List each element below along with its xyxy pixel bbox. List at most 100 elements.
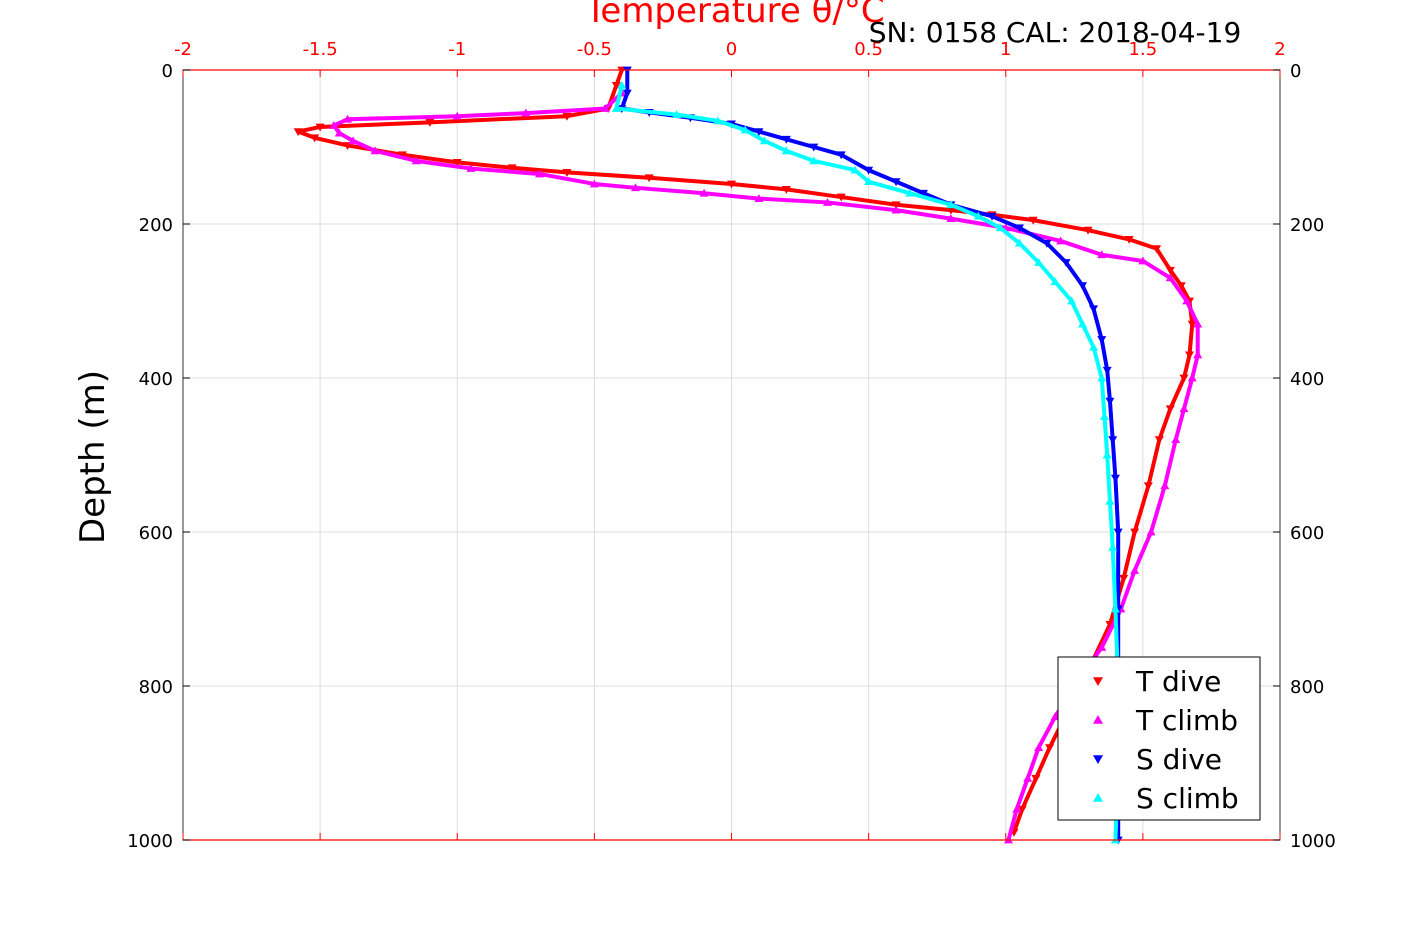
data-point xyxy=(822,197,832,206)
data-point xyxy=(562,112,572,121)
data-point xyxy=(1154,436,1164,445)
data-point xyxy=(1097,336,1107,344)
data-point xyxy=(1042,239,1052,248)
legend-entry: S dive xyxy=(1136,743,1222,776)
data-point xyxy=(1031,775,1041,783)
data-point xyxy=(521,108,531,117)
data-point xyxy=(1034,743,1044,751)
y-tick-label-right: 600 xyxy=(1290,523,1324,544)
data-point xyxy=(1078,319,1088,328)
data-point xyxy=(891,201,901,210)
data-point xyxy=(1089,342,1099,351)
data-point xyxy=(329,120,339,129)
data-point xyxy=(507,164,517,173)
chart-title: Temperature θ/°C xyxy=(584,0,884,31)
data-point xyxy=(1184,351,1194,360)
data-point xyxy=(1050,277,1060,286)
data-point xyxy=(754,128,764,137)
data-point xyxy=(425,118,435,127)
legend-box xyxy=(1057,656,1261,821)
data-point xyxy=(411,156,421,165)
data-point xyxy=(864,166,874,175)
data-point xyxy=(905,188,915,197)
series-trace xyxy=(619,68,1121,842)
data-point xyxy=(1179,404,1189,413)
data-point xyxy=(315,123,325,132)
data-point xyxy=(310,134,320,143)
data-point xyxy=(1165,405,1175,414)
series-layer xyxy=(293,66,1203,845)
data-point xyxy=(1160,481,1170,490)
data-point xyxy=(1105,496,1115,505)
data-point xyxy=(946,206,956,215)
y-tick-label-left: 0 xyxy=(162,61,173,82)
x-tick-label: -0.5 xyxy=(577,39,612,60)
data-point xyxy=(987,212,997,221)
x-tick-label: 2 xyxy=(1274,39,1285,60)
data-point xyxy=(1050,712,1060,721)
data-point xyxy=(600,104,610,112)
data-point xyxy=(946,200,956,209)
data-point xyxy=(918,189,928,198)
data-point xyxy=(699,188,709,197)
x-tick-label: 1 xyxy=(1000,39,1011,60)
x-tick-label: 0.5 xyxy=(854,39,883,60)
data-point xyxy=(781,185,791,194)
data-point xyxy=(1017,805,1027,814)
data-point xyxy=(759,136,769,145)
legend-marker xyxy=(1093,715,1103,724)
data-point xyxy=(1110,604,1120,613)
series-trace xyxy=(614,83,1121,842)
data-point xyxy=(611,82,621,90)
data-point xyxy=(1165,273,1175,282)
y-tick-label-right: 1000 xyxy=(1290,831,1336,852)
data-point xyxy=(1097,643,1107,651)
legend-entry: T dive xyxy=(1135,665,1221,698)
data-point xyxy=(1143,482,1153,491)
data-point xyxy=(562,169,572,177)
data-point xyxy=(452,111,462,120)
y-tick-label-left: 200 xyxy=(139,215,173,236)
data-point xyxy=(946,214,956,222)
data-point xyxy=(293,128,303,137)
data-point xyxy=(1014,224,1024,233)
data-point xyxy=(781,146,791,155)
data-point xyxy=(1182,296,1192,305)
data-point xyxy=(1034,258,1044,266)
y-tick-label-left: 400 xyxy=(139,369,173,390)
data-point xyxy=(1102,450,1112,459)
y-tick-label-right: 400 xyxy=(1290,369,1324,390)
data-point xyxy=(370,146,380,155)
data-point xyxy=(1146,527,1156,536)
data-point xyxy=(631,183,641,192)
data-point xyxy=(1078,282,1088,291)
data-point xyxy=(809,156,819,165)
data-point xyxy=(1067,296,1077,305)
y-tick-label-right: 800 xyxy=(1290,677,1324,698)
data-point xyxy=(1193,319,1203,328)
data-point xyxy=(1023,773,1033,782)
data-point xyxy=(809,143,819,152)
data-point xyxy=(1113,528,1123,537)
x-tick-label: 1.5 xyxy=(1129,39,1158,60)
y-axis-label: Depth (m) xyxy=(73,370,113,544)
data-point xyxy=(1056,236,1066,245)
series-t-dive xyxy=(293,66,1197,837)
legend: T dive T climb S dive S climb xyxy=(1057,656,1261,821)
data-point xyxy=(891,178,901,187)
data-point xyxy=(1171,435,1181,443)
data-point xyxy=(1165,266,1175,275)
data-point xyxy=(1124,236,1134,244)
data-point xyxy=(1193,350,1203,359)
data-point xyxy=(973,211,983,220)
series-s-climb xyxy=(611,80,1123,844)
data-point xyxy=(466,164,476,172)
legend-entry: S climb xyxy=(1136,782,1239,815)
data-point xyxy=(1130,528,1140,537)
data-point xyxy=(1176,282,1186,291)
data-point xyxy=(622,89,632,98)
data-point xyxy=(1138,256,1148,265)
data-point xyxy=(1110,474,1120,483)
legend-marker xyxy=(1093,755,1103,764)
